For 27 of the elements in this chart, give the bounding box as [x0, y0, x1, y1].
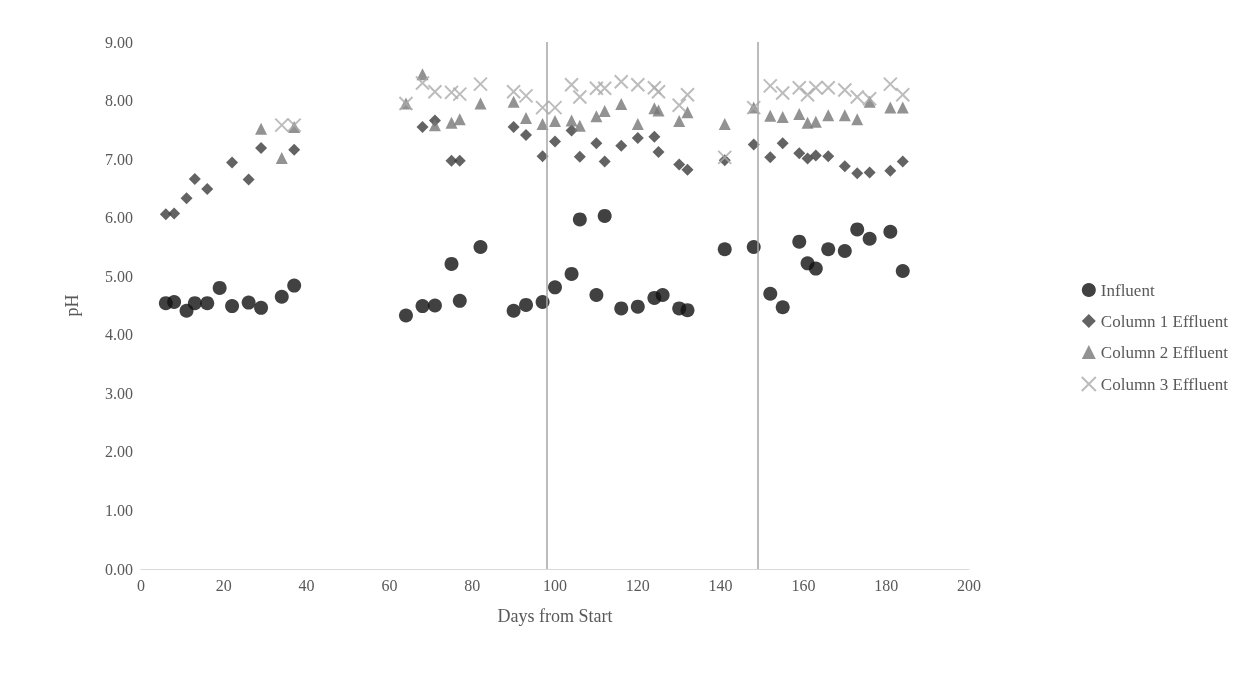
y-tick-label: 7.00	[105, 150, 133, 168]
y-tick-label: 9.00	[105, 33, 133, 51]
y-tick-label: 1.00	[105, 501, 133, 519]
legend-label: Column 3 Effluent	[1100, 374, 1229, 394]
legend-label: Column 1 Effluent	[1100, 311, 1229, 331]
legend-label: Column 2 Effluent	[1100, 342, 1229, 362]
y-tick-label: 0.00	[105, 560, 133, 578]
legend-label: Influent	[1100, 280, 1155, 300]
y-tick-label: 3.00	[105, 384, 133, 402]
x-tick-label: 0	[137, 576, 145, 594]
y-tick-label: 5.00	[105, 267, 133, 285]
x-tick-label: 120	[625, 576, 650, 594]
x-tick-label: 40	[298, 576, 315, 594]
x-tick-label: 140	[708, 576, 733, 594]
y-axis-title: pH	[62, 294, 82, 317]
x-tick-label: 200	[957, 576, 981, 594]
x-tick-label: 100	[543, 576, 567, 594]
x-axis-title: Days from Start	[497, 606, 613, 626]
x-tick-label: 160	[791, 576, 816, 594]
x-tick-label: 80	[464, 576, 481, 594]
x-tick-label: 180	[874, 576, 899, 594]
y-tick-label: 6.00	[105, 209, 133, 227]
y-tick-label: 4.00	[105, 326, 133, 344]
y-tick-label: 2.00	[105, 443, 133, 461]
x-tick-label: 20	[215, 576, 232, 594]
y-tick-label: 8.00	[105, 92, 133, 110]
x-tick-label: 60	[381, 576, 398, 594]
